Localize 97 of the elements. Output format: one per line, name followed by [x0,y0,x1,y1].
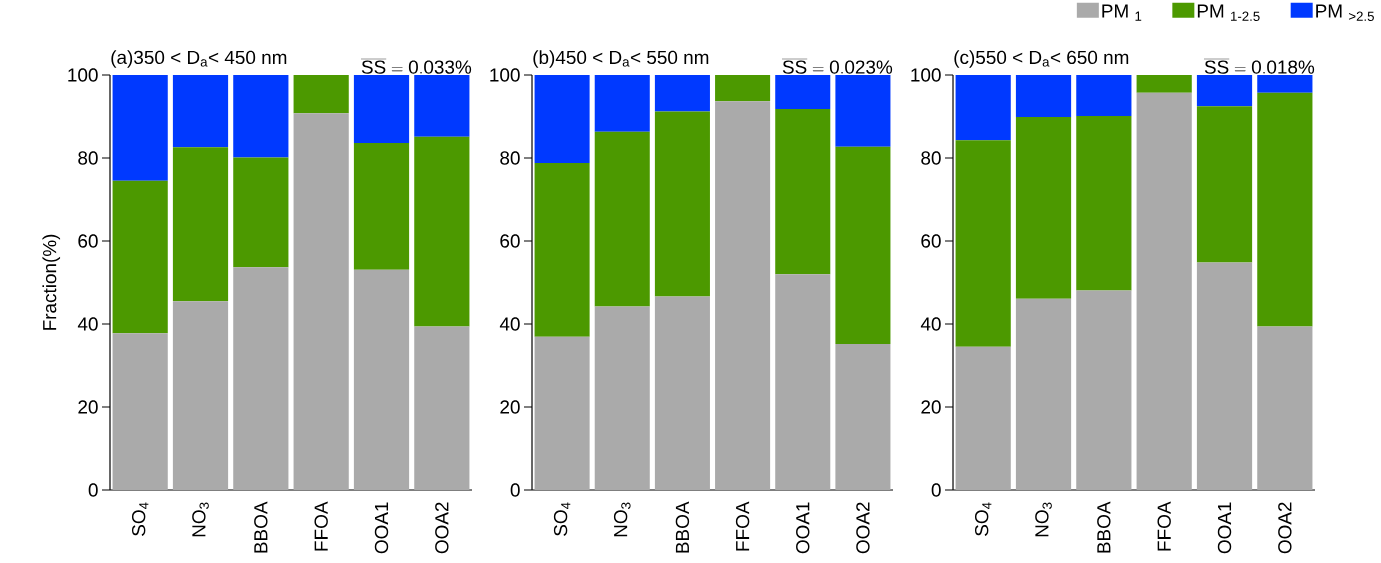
y-axis-title: Fraction(%) [42,234,61,330]
bar [172,147,229,302]
bar [1257,326,1313,491]
x-tick-label: FFOA [314,501,328,551]
bar [353,75,410,144]
bar [1015,75,1072,117]
y-tick-label: 80 [500,151,520,165]
bar [172,75,229,148]
bar [955,140,1011,347]
bar [112,180,168,334]
y-tick-label: 100 [68,68,98,82]
legend-label: PM $_{1-2.5}$ [1197,4,1260,21]
bar [1196,106,1253,263]
bar [835,75,891,147]
bar [172,301,229,491]
bar [594,131,650,307]
bar [293,75,349,114]
x-tick-label: BBOA [675,501,690,553]
y-tick-label: 20 [78,400,98,414]
x-tick-label: SO$_{4}$ [131,502,149,536]
bar [1076,75,1132,117]
bar [353,269,410,491]
bar [594,75,650,132]
bar [955,75,1011,141]
bar [112,333,168,491]
bar [835,146,891,344]
x-tick-label: OOA2 [435,502,449,554]
y-tick-label: 0 [88,483,98,497]
legend-label: PM $_{1}$ [1102,4,1142,21]
bar [112,75,168,181]
x-tick-label: NO$_{3}$ [613,502,631,537]
y-tick-label: 100 [490,68,520,82]
y-tick-label: 20 [500,400,520,414]
y-tick-label: 20 [921,400,941,414]
bar [1076,290,1132,491]
text: $\mathrm{\overline{SS}=0.018\%}$ [1203,59,1315,74]
x-tick-label: NO$_{3}$ [1035,502,1052,537]
bar [1015,116,1072,299]
bar [1257,75,1313,93]
y-tick-label: 60 [921,234,941,248]
x-tick-label: BBOA [1097,501,1111,553]
bar [654,296,710,491]
x-tick-label: FFOA [1157,501,1171,551]
bar [353,143,410,270]
x-tick-label: FFOA [735,501,750,551]
bar [654,75,710,112]
chart-title: (a)350 < D$_{a}$< 450 nm [111,50,287,68]
bar [715,101,771,491]
bar [414,136,470,327]
bar [293,113,349,491]
y-tick-label: 80 [921,151,941,165]
chart-title: (c)550 < D$_{a}$< 650 nm [954,50,1129,68]
y-tick-label: 0 [510,483,520,497]
bar [233,75,289,158]
x-tick-label: BBOA [254,501,268,553]
bar [1257,92,1313,327]
bar [534,75,590,163]
bar [775,75,831,110]
bar [1015,298,1072,491]
bar [414,75,470,137]
bar [1136,92,1192,491]
x-tick-label: OOA1 [1217,502,1232,554]
x-tick-label: NO$_{3}$ [192,502,209,537]
y-tick-label: 80 [78,151,98,165]
bar [233,157,289,268]
y-tick-label: 40 [499,317,520,331]
chart-title: (b)450 < D$_{a}$< 550 nm [533,50,709,68]
y-tick-label: 40 [77,317,98,331]
bar [775,274,831,491]
x-tick-label: SO$_{4}$ [553,502,571,536]
y-tick-label: 100 [911,68,941,82]
bar [835,343,891,491]
legend-label: PM $_{>2.5}$ [1316,4,1374,21]
bar [654,111,710,297]
x-tick-label: OOA2 [1278,502,1292,554]
bar [715,75,771,102]
bar [1076,116,1132,291]
bar [775,109,831,275]
text: $\mathrm{\overline{SS}=0.033\%}$ [360,59,472,74]
bar [414,326,470,491]
bar [1196,75,1253,107]
y-tick-label: 40 [920,317,941,331]
x-tick-label: OOA1 [796,502,810,554]
bar [534,336,590,491]
x-tick-label: OOA1 [374,502,389,554]
x-tick-label: SO$_{4}$ [974,502,992,536]
y-tick-label: 60 [78,234,98,248]
bar [233,267,289,491]
bar [955,346,1011,491]
bar [534,162,590,337]
bar [1196,262,1253,491]
bar [1136,75,1192,93]
bar [594,306,650,491]
y-tick-label: 60 [500,234,520,248]
y-tick-label: 0 [931,483,941,497]
x-tick-label: OOA2 [856,502,870,554]
text: $\mathrm{\overline{SS}=0.023\%}$ [781,59,893,74]
